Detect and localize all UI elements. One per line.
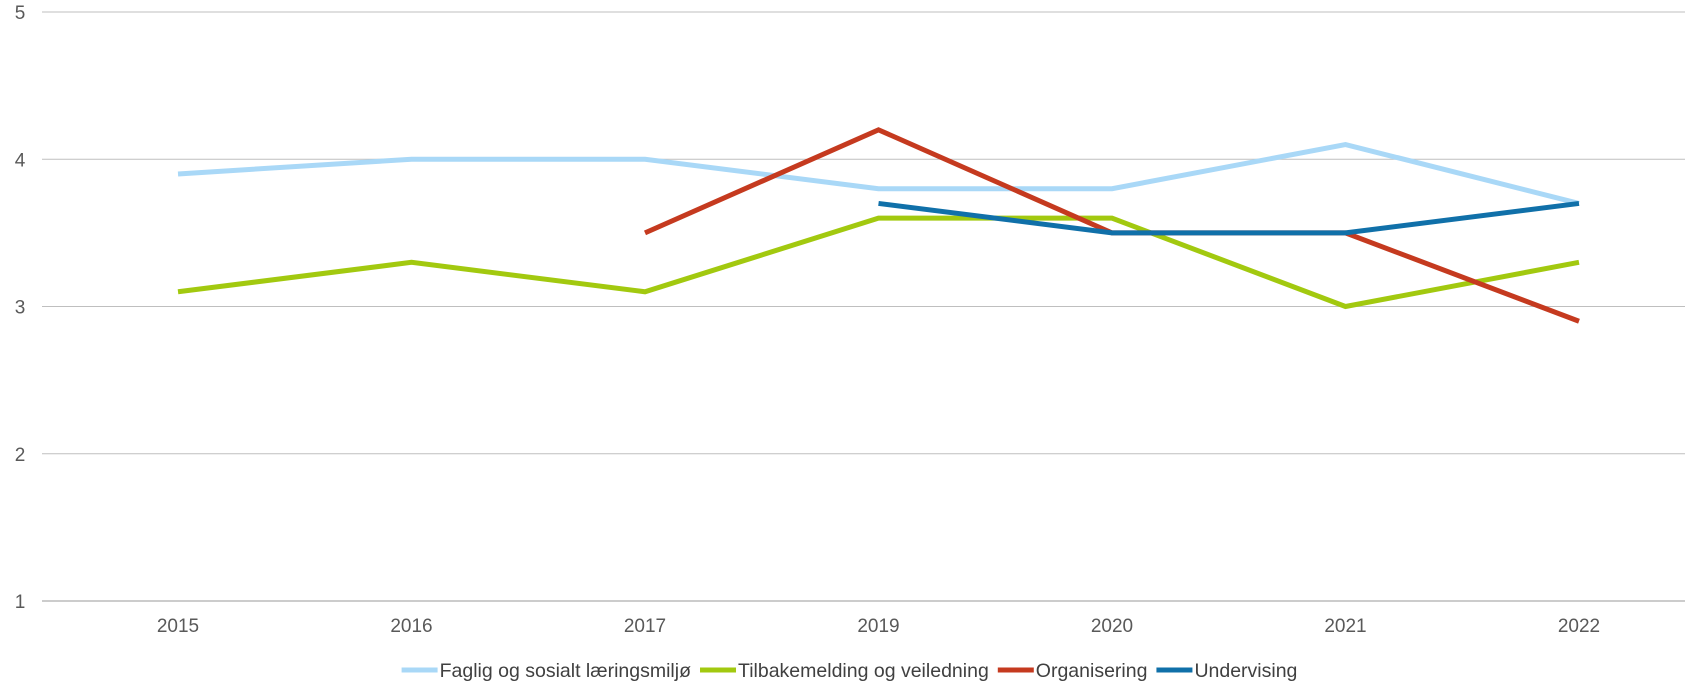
legend: Faglig og sosialt læringsmiljø Tilbakemel… bbox=[401, 660, 1297, 682]
series-4 bbox=[878, 200, 1580, 236]
x-tick-label: 2015 bbox=[157, 616, 199, 637]
y-tick-label: 2 bbox=[15, 445, 26, 466]
legend-label: Organisering bbox=[1036, 660, 1148, 682]
y-tick-label: 1 bbox=[15, 592, 26, 613]
legend-label: Faglig og sosialt læringsmiljø bbox=[440, 660, 692, 682]
x-tick-label: 2019 bbox=[857, 616, 899, 637]
series-3 bbox=[643, 127, 1580, 324]
gridlines bbox=[42, 11, 1685, 602]
series-line bbox=[177, 215, 1580, 310]
y-tick-label: 5 bbox=[15, 3, 26, 24]
series-lines bbox=[177, 127, 1580, 324]
x-tick-label: 2020 bbox=[1091, 616, 1133, 637]
x-tick-label: 2021 bbox=[1324, 616, 1366, 637]
series-line bbox=[177, 141, 1580, 206]
legend-label: Undervising bbox=[1194, 660, 1297, 682]
series-line bbox=[878, 200, 1580, 236]
y-tick-label: 4 bbox=[15, 150, 26, 171]
series-2 bbox=[177, 215, 1580, 310]
legend-label: Tilbakemelding og veiledning bbox=[738, 660, 989, 682]
y-tick-label: 3 bbox=[15, 298, 26, 319]
x-tick-label: 2022 bbox=[1558, 616, 1600, 637]
x-tick-label: 2017 bbox=[624, 616, 666, 637]
y-axis-ticks: 1 2 3 4 5 bbox=[15, 3, 26, 613]
series-1 bbox=[177, 141, 1580, 206]
x-axis-ticks: 2015 2016 2017 2019 2020 2021 2022 bbox=[157, 616, 1600, 637]
x-tick-label: 2016 bbox=[390, 616, 432, 637]
series-line bbox=[643, 127, 1580, 324]
